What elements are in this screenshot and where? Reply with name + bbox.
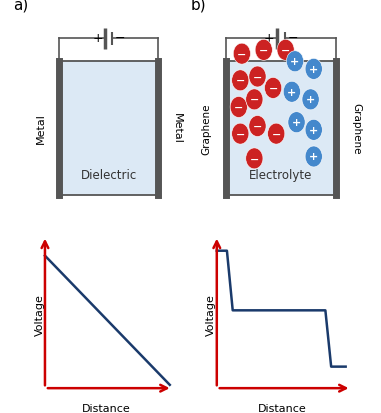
Text: −: −	[281, 46, 290, 56]
Text: Metal: Metal	[35, 113, 46, 144]
Text: b): b)	[190, 0, 206, 13]
Circle shape	[305, 120, 322, 141]
Text: Voltage: Voltage	[34, 293, 45, 335]
Text: +: +	[93, 32, 103, 45]
Text: −: −	[114, 32, 125, 45]
Text: −: −	[235, 129, 245, 139]
Circle shape	[283, 82, 301, 103]
Text: −: −	[235, 76, 245, 86]
Circle shape	[277, 40, 294, 61]
Circle shape	[246, 90, 263, 111]
Text: +: +	[306, 95, 315, 105]
Text: −: −	[272, 129, 281, 139]
Text: +: +	[292, 118, 301, 128]
Circle shape	[264, 78, 282, 99]
Circle shape	[302, 90, 319, 111]
Text: +: +	[264, 32, 274, 45]
Circle shape	[305, 59, 322, 80]
Text: −: −	[268, 84, 278, 94]
Text: Dielectric: Dielectric	[80, 169, 137, 182]
Text: Distance: Distance	[258, 403, 306, 413]
Text: Voltage: Voltage	[206, 293, 216, 335]
Text: −: −	[287, 32, 298, 45]
Text: −: −	[253, 122, 262, 132]
Text: Electrolyte: Electrolyte	[249, 169, 312, 182]
Text: −: −	[250, 154, 259, 164]
Text: Graphene: Graphene	[351, 103, 361, 154]
Text: −: −	[237, 50, 247, 59]
Text: +: +	[309, 126, 319, 135]
Circle shape	[249, 116, 266, 137]
Text: Distance: Distance	[82, 403, 131, 413]
Bar	[59, 62, 158, 195]
Circle shape	[287, 52, 304, 73]
Circle shape	[267, 124, 285, 145]
Text: Graphene: Graphene	[201, 103, 211, 154]
Text: −: −	[253, 72, 262, 82]
Circle shape	[249, 67, 266, 88]
Bar	[226, 62, 336, 195]
Circle shape	[305, 147, 322, 168]
Circle shape	[233, 44, 250, 65]
Text: +: +	[290, 57, 299, 67]
Circle shape	[232, 71, 249, 92]
Text: +: +	[287, 88, 296, 97]
Circle shape	[246, 149, 263, 169]
Circle shape	[232, 124, 249, 145]
Circle shape	[255, 40, 272, 61]
Text: −: −	[250, 95, 259, 105]
Text: +: +	[309, 65, 319, 75]
Text: Metal: Metal	[172, 113, 182, 144]
Text: −: −	[234, 103, 243, 113]
Text: a): a)	[13, 0, 28, 13]
Circle shape	[288, 112, 305, 133]
Circle shape	[230, 97, 247, 118]
Text: −: −	[259, 46, 269, 56]
Text: +: +	[309, 152, 319, 162]
